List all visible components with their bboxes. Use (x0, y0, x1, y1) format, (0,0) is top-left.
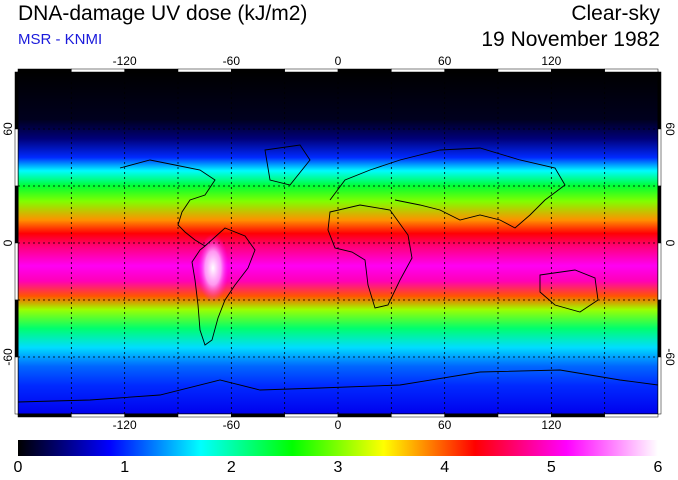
frame-bar-bottom (177, 413, 232, 418)
colorbar-tick-label: 0 (13, 459, 23, 476)
frame-bar-bottom (604, 413, 659, 418)
frame-bar-top (551, 68, 605, 73)
frame-bar-left (14, 185, 19, 244)
frame-bar-top (604, 68, 659, 73)
colorbar-tick-label: 5 (546, 459, 556, 476)
frame-bar-left (14, 299, 19, 358)
coast-eurasia (329, 147, 566, 229)
colorbar-tick-label: 4 (440, 459, 450, 476)
frame-bar-top (124, 68, 179, 73)
frame-bar-top (231, 68, 285, 73)
andes-peak (197, 234, 229, 302)
lon-axis-bottom: -120 -60 0 60 120 (113, 418, 562, 432)
graticule (18, 72, 658, 414)
frame-bar-bottom (337, 413, 392, 418)
colorbar-tick-label: 2 (226, 459, 236, 476)
lon-tick-label-bottom: 60 (438, 418, 452, 432)
coast-antarctica (18, 369, 658, 403)
frame-bar-right (657, 71, 662, 130)
frame-bar-left (14, 128, 19, 187)
lat-axis-left: 60 0 -60 (1, 122, 15, 366)
frame-bar-top (17, 68, 72, 73)
colorbar (18, 440, 658, 456)
colorbar-tick-label: 3 (333, 459, 343, 476)
source-label: MSR - KNMI (18, 31, 103, 48)
frame-bar-right (657, 356, 662, 415)
frame-bar-top (444, 68, 499, 73)
lat-axis-right: 60 0 -60 (663, 122, 677, 366)
lat-tick-label-right: 60 (663, 122, 677, 136)
frame-bar-right (657, 299, 662, 358)
frame-bar-top (71, 68, 125, 73)
frame-bar-bottom (17, 413, 72, 418)
lat-tick-label-right: -60 (663, 348, 677, 366)
lon-tick-label-bottom: 0 (335, 418, 342, 432)
lat-tick-label-left: 0 (1, 239, 15, 246)
frame-bar-top (497, 68, 552, 73)
sky-condition-label: Clear-sky (571, 2, 660, 25)
coast-australia (539, 269, 599, 313)
frame-bar-right (657, 185, 662, 244)
frame-bar-right (657, 242, 662, 301)
frame-bar-bottom (231, 413, 285, 418)
frame-bar-bottom (124, 413, 179, 418)
map-title: DNA-damage UV dose (kJ/m2) (18, 2, 308, 25)
date-label: 19 November 1982 (481, 28, 660, 51)
lat-tick-label-right: 0 (663, 240, 677, 247)
frame-bar-bottom (391, 413, 445, 418)
lon-tick-label-top: -60 (223, 54, 241, 68)
frame-bar-right (657, 128, 662, 187)
frame-bar-bottom (551, 413, 605, 418)
frame-bar-bottom (284, 413, 339, 418)
frame-degree-bar (14, 68, 662, 418)
frame-bar-bottom (71, 413, 125, 418)
colorbar-tick-label: 6 (653, 459, 663, 476)
lon-tick-label-top: 0 (335, 54, 342, 68)
frame-bar-bottom (497, 413, 552, 418)
coast-north-america (119, 159, 216, 247)
lon-tick-label-top: -120 (113, 54, 137, 68)
frame-bar-left (14, 242, 19, 301)
lon-tick-label-bottom: -60 (223, 418, 241, 432)
frame-bar-top (284, 68, 339, 73)
lon-axis-top: -120 -60 0 60 120 (113, 54, 562, 68)
frame-bar-top (337, 68, 392, 73)
lat-tick-label-left: 60 (1, 122, 15, 136)
frame-bar-top (391, 68, 445, 73)
uv-dose-map: -120 -60 0 60 120 -120 -60 0 60 120 60 0 -60 60 0 -6… (1, 54, 677, 432)
colorbar-tick-label: 1 (120, 459, 130, 476)
frame-bar-left (14, 71, 19, 130)
coast-greenland (264, 144, 311, 186)
lon-tick-label-top: 60 (438, 54, 452, 68)
lat-tick-label-left: -60 (1, 348, 15, 366)
lon-tick-label-top: 120 (541, 54, 561, 68)
lon-tick-label-bottom: 120 (541, 418, 561, 432)
lon-tick-label-bottom: -120 (113, 418, 137, 432)
frame-bar-left (14, 356, 19, 415)
frame-bar-top (177, 68, 232, 73)
frame-bar-bottom (444, 413, 499, 418)
